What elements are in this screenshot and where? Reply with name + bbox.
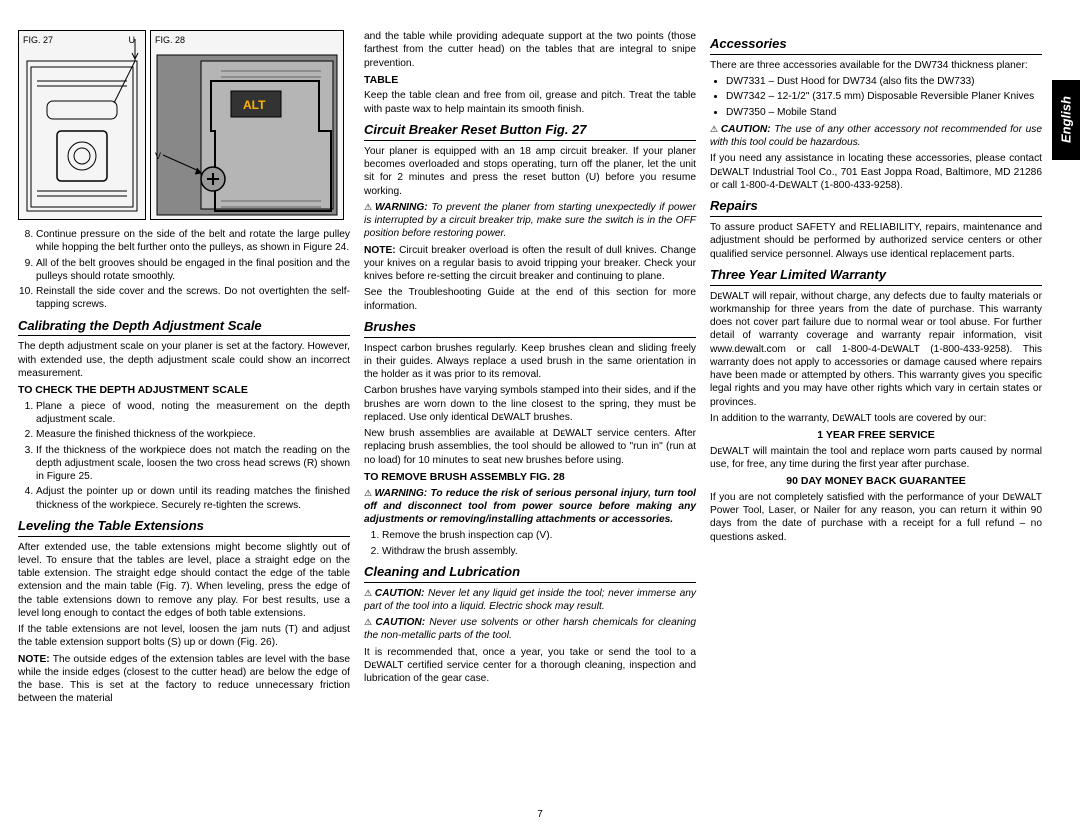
para: and the table while providing adequate s… (364, 30, 696, 70)
heading-accessories: Accessories (710, 36, 1042, 55)
list-item: Remove the brush inspection cap (V). (382, 529, 696, 542)
heading-circuit: Circuit Breaker Reset Button Fig. 27 (364, 122, 696, 141)
caution-acc: CAUTION: The use of any other accessory … (710, 123, 1042, 150)
note-leveling: NOTE: The outside edges of the extension… (18, 653, 350, 706)
list-item: If the thickness of the workpiece does n… (36, 444, 350, 484)
para: If you need any assistance in locating t… (710, 152, 1042, 192)
para: The depth adjustment scale on your plane… (18, 340, 350, 380)
heading-brushes: Brushes (364, 319, 696, 338)
heading-leveling: Leveling the Table Extensions (18, 518, 350, 537)
para: Inspect carbon brushes regularly. Keep b… (364, 342, 696, 382)
svg-text:ALT: ALT (243, 98, 266, 112)
para: If you are not completely satisfied with… (710, 491, 1042, 544)
para: See the Troubleshooting Guide at the end… (364, 286, 696, 313)
column-3: Accessories There are three accessories … (710, 30, 1042, 810)
column-2: and the table while providing adequate s… (364, 30, 696, 810)
fig27-label: FIG. 27 (23, 35, 53, 47)
heading-table: Table (364, 74, 696, 88)
para: After extended use, the table extensions… (18, 541, 350, 621)
para: In addition to the warranty, DᴇWALT tool… (710, 412, 1042, 425)
heading-calibrating: Calibrating the Depth Adjustment Scale (18, 318, 350, 337)
heading-90day: 90 Day Money Back Guarantee (710, 475, 1042, 489)
list-item: Reinstall the side cover and the screws.… (36, 285, 350, 312)
warning-circuit: WARNING: To prevent the planer from star… (364, 201, 696, 241)
para: If the table extensions are not level, l… (18, 623, 350, 650)
language-tab: English (1052, 80, 1080, 160)
list-item: DW7350 – Mobile Stand (726, 106, 1042, 119)
list-item: All of the belt grooves should be engage… (36, 257, 350, 284)
para: Your planer is equipped with an 18 amp c… (364, 145, 696, 198)
column-1: FIG. 27 U FIG. 28 V ALT (18, 30, 350, 810)
note-circuit: NOTE: Circuit breaker overload is often … (364, 244, 696, 284)
para: DᴇWALT will repair, without charge, any … (710, 290, 1042, 409)
continue-list: Continue pressure on the side of the bel… (18, 228, 350, 312)
figures-row: FIG. 27 U FIG. 28 V ALT (18, 30, 350, 220)
fig27-u-label: U (129, 35, 136, 47)
caution-clean2: CAUTION: Never use solvents or other har… (364, 616, 696, 643)
list-item: Adjust the pointer up or down until its … (36, 485, 350, 512)
list-item: Measure the finished thickness of the wo… (36, 428, 350, 441)
figure-28: FIG. 28 V ALT (150, 30, 344, 220)
heading-remove-brush: To Remove Brush Assembly FIG. 28 (364, 471, 696, 485)
para: DᴇWALT will maintain the tool and replac… (710, 445, 1042, 472)
list-item: DW7331 – Dust Hood for DW734 (also fits … (726, 75, 1042, 88)
warning-remove: WARNING: To reduce the risk of serious p… (364, 487, 696, 527)
para: New brush assemblies are available at Dᴇ… (364, 427, 696, 467)
list-item: DW7342 – 12-1/2" (317.5 mm) Disposable R… (726, 90, 1042, 103)
list-item: Continue pressure on the side of the bel… (36, 228, 350, 255)
fig28-label: FIG. 28 (155, 35, 185, 47)
remove-list: Remove the brush inspection cap (V). Wit… (364, 529, 696, 558)
figure-27: FIG. 27 U (18, 30, 146, 220)
para: To assure product SAFETY and RELIABILITY… (710, 221, 1042, 261)
accessories-list: DW7331 – Dust Hood for DW734 (also fits … (710, 75, 1042, 119)
heading-repairs: Repairs (710, 198, 1042, 217)
para: Keep the table clean and free from oil, … (364, 89, 696, 116)
heading-1year: 1 Year Free Service (710, 429, 1042, 443)
page-content: FIG. 27 U FIG. 28 V ALT (18, 30, 1042, 810)
fig28-v-label: V (155, 151, 161, 163)
para: There are three accessories available fo… (710, 59, 1042, 72)
check-list: Plane a piece of wood, noting the measur… (18, 400, 350, 512)
heading-warranty: Three Year Limited Warranty (710, 267, 1042, 286)
page-number: 7 (537, 809, 543, 820)
list-item: Withdraw the brush assembly. (382, 545, 696, 558)
heading-check-scale: To Check the Depth Adjustment Scale (18, 384, 350, 398)
list-item: Plane a piece of wood, noting the measur… (36, 400, 350, 427)
para: It is recommended that, once a year, you… (364, 646, 696, 686)
para: Carbon brushes have varying symbols stam… (364, 384, 696, 424)
heading-cleaning: Cleaning and Lubrication (364, 564, 696, 583)
caution-clean1: CAUTION: Never let any liquid get inside… (364, 587, 696, 614)
